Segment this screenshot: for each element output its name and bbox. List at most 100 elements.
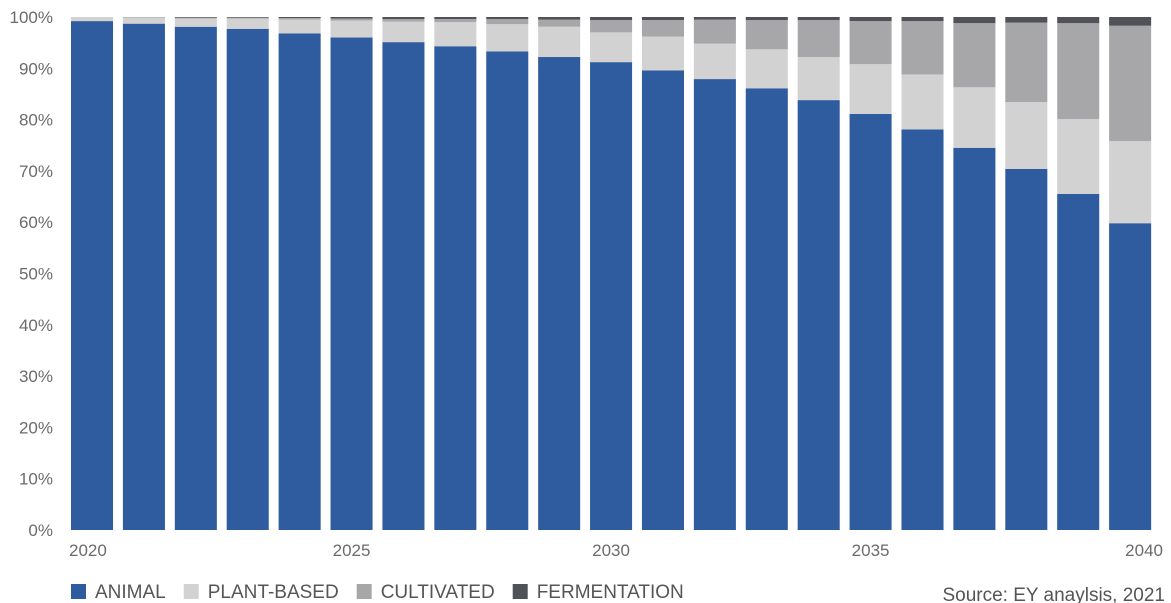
bar-stack-2022 (174, 17, 217, 530)
bar-stack-2034 (797, 17, 840, 531)
bar-segment-animal (538, 57, 581, 530)
y-axis: 0% 10% 20% 30% 40% 50% 60% 70% 80% 90% 100% (10, 8, 53, 540)
bar-segment-animal (953, 147, 996, 530)
bar-segment-cultivated (174, 17, 217, 19)
bar-stack-2030 (590, 17, 633, 530)
bar-segment-animal (434, 46, 477, 531)
legend-item-fermentation: FERMENTATION (512, 582, 684, 603)
bar-stack-2020 (71, 17, 114, 530)
legend-label: PLANT-BASED (208, 582, 339, 603)
bar-stack-2040 (1109, 17, 1152, 531)
bar-segment-animal (590, 62, 633, 530)
bar-segment-plant-based (486, 24, 529, 52)
bar-segment-plant-based (1109, 141, 1152, 224)
y-tick-label: 30% (19, 367, 53, 386)
bar-segment-cultivated (330, 18, 373, 21)
bar-segment-plant-based (745, 49, 788, 89)
bar-stack-2037 (953, 17, 996, 530)
bar-segment-animal (797, 100, 840, 531)
bar-stack-2021 (122, 17, 165, 530)
bar-segment-cultivated (590, 20, 633, 33)
bar-segment-cultivated (849, 21, 892, 65)
x-tick-label: 2020 (69, 541, 107, 560)
legend-label: FERMENTATION (537, 582, 684, 603)
bar-segment-plant-based (538, 26, 581, 58)
bar-segment-cultivated (1057, 23, 1100, 120)
bar-stack-2026 (382, 17, 425, 530)
bar-segment-cultivated (901, 21, 944, 75)
bar-segment-cultivated (382, 19, 425, 22)
bar-stack-2029 (538, 17, 581, 530)
legend-item-cultivated: CULTIVATED (356, 582, 495, 603)
bar-segment-animal (71, 21, 114, 530)
bar-segment-fermentation (797, 17, 840, 21)
source-note: Source: EY anaylsis, 2021 (942, 585, 1165, 603)
legend-swatch (183, 584, 199, 599)
legend-item-plant-based: PLANT-BASED (183, 582, 339, 603)
bar-segment-plant-based (590, 32, 633, 63)
legend-item-animal: ANIMAL (71, 582, 166, 603)
bar-segment-plant-based (278, 19, 321, 34)
bar-segment-animal (849, 113, 892, 531)
x-axis: 2020 2025 2030 2035 2040 (69, 541, 1163, 560)
y-tick-label: 50% (19, 265, 53, 284)
bar-segment-plant-based (71, 17, 114, 22)
y-tick-label: 80% (19, 111, 53, 130)
bar-segment-plant-based (849, 64, 892, 114)
bar-segment-cultivated (641, 20, 684, 37)
bar-stack-2038 (1005, 17, 1048, 530)
bar-segment-animal (693, 79, 736, 530)
y-tick-label: 20% (19, 418, 53, 437)
bar-segment-plant-based (122, 17, 165, 24)
bar-segment-plant-based (953, 87, 996, 148)
bar-segment-cultivated (538, 19, 581, 27)
bar-stack-2028 (486, 17, 529, 531)
bar-segment-fermentation (1109, 17, 1152, 26)
bar-stack-2031 (641, 17, 684, 530)
bar-segment-fermentation (278, 17, 321, 19)
y-tick-label: 0% (28, 521, 53, 540)
bar-segment-animal (486, 51, 529, 531)
bar-stack-2039 (1057, 17, 1100, 531)
bar-segment-fermentation (1005, 17, 1048, 23)
bar-segment-animal (226, 28, 269, 531)
bar-segment-animal (174, 26, 217, 530)
bar-segment-animal (1109, 223, 1152, 531)
bar-segment-fermentation (330, 17, 373, 19)
bar-segment-plant-based (693, 43, 736, 80)
legend: ANIMAL PLANT-BASED CULTIVATED FERMENTATION (71, 582, 684, 603)
bar-segment-fermentation (434, 17, 477, 20)
bar-segment-animal (1005, 168, 1048, 530)
bar-segment-cultivated (797, 20, 840, 58)
bar-segment-cultivated (1109, 25, 1152, 142)
y-tick-label: 100% (10, 8, 53, 27)
bar-stack-2027 (434, 17, 477, 531)
bar-segment-plant-based (797, 57, 840, 101)
bar-segment-cultivated (278, 18, 321, 20)
bar-segment-animal (1057, 193, 1100, 531)
bar-segment-fermentation (1057, 17, 1100, 24)
bar-segment-plant-based (226, 18, 269, 29)
bar-segment-plant-based (901, 74, 944, 130)
bar-segment-plant-based (641, 36, 684, 71)
bar-segment-fermentation (174, 17, 217, 18)
bar-segment-cultivated (434, 19, 477, 23)
y-tick-label: 90% (19, 59, 53, 78)
legend-label: ANIMAL (95, 582, 166, 603)
y-tick-label: 40% (19, 316, 53, 335)
bar-segment-plant-based (330, 20, 373, 38)
bar-segment-animal (382, 42, 425, 530)
bar-stack-2032 (693, 17, 736, 530)
legend-swatch (356, 584, 372, 599)
x-tick-label: 2025 (333, 541, 371, 560)
y-tick-label: 70% (19, 162, 53, 181)
bar-segment-plant-based (434, 22, 477, 47)
bar-stack-2035 (849, 17, 892, 531)
bar-segment-fermentation (745, 17, 788, 21)
bar-segment-animal (745, 88, 788, 530)
bar-segment-fermentation (486, 17, 529, 20)
bar-segment-fermentation (538, 17, 581, 20)
legend-label: CULTIVATED (381, 582, 495, 603)
bar-segment-cultivated (486, 19, 529, 25)
bar-segment-fermentation (901, 17, 944, 22)
